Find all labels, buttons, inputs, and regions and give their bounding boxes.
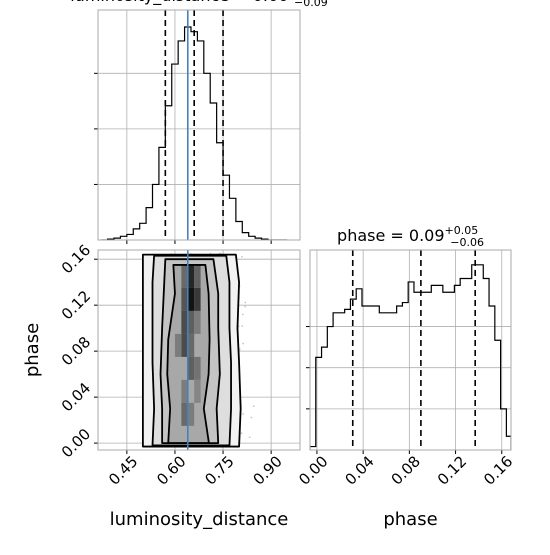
density-cell: [194, 356, 201, 380]
density-cell: [187, 264, 195, 288]
panel-title: phase = 0.09+0.05 −0.06: [337, 224, 484, 249]
histogram-step-line: [101, 26, 288, 240]
panel-title: luminosity_distance = 0.66+0.09−0.09: [70, 0, 328, 9]
density-cell: [194, 264, 201, 288]
sample-point: [250, 416, 253, 419]
panel-frame: [97, 9, 301, 241]
sample-point: [242, 413, 245, 415]
density-cell: [181, 402, 188, 426]
contour-line: [151, 254, 232, 447]
sample-point: [244, 301, 247, 304]
title-minus: −0.09: [294, 0, 328, 9]
density-cell: [187, 287, 195, 311]
sample-point: [248, 436, 251, 439]
sample-point: [244, 305, 247, 308]
title-main: phase = 0.09: [337, 226, 444, 245]
x-axis-label: luminosity_distance: [110, 509, 289, 530]
density-cell: [181, 379, 188, 403]
density-cell: [187, 310, 195, 334]
density-cell: [194, 379, 201, 403]
y-axis-label: phase: [22, 323, 43, 377]
panel-frame: [309, 249, 512, 451]
title-plus: +0.05: [445, 224, 479, 237]
title-main: luminosity_distance = 0.66: [70, 0, 288, 6]
density-cell: [187, 402, 195, 426]
sample-point: [241, 313, 244, 316]
contour-line: [166, 264, 211, 445]
histogram-step-line: [310, 264, 511, 450]
contour-line: [141, 253, 242, 448]
sample-point: [238, 348, 241, 351]
density-cell: [181, 310, 188, 334]
density-cell: [187, 356, 195, 380]
contour-line: [159, 258, 221, 445]
density-cell: [187, 333, 195, 357]
density-cell: [181, 333, 188, 357]
x-axis-label: phase: [383, 509, 437, 530]
density-cell: [194, 287, 201, 311]
density-cell: [181, 264, 188, 288]
sample-point: [242, 342, 245, 345]
density-cell: [174, 333, 182, 357]
density-cell: [194, 310, 201, 334]
sample-point: [241, 325, 244, 328]
density-cell: [181, 287, 188, 311]
panel-frame: [97, 249, 301, 451]
sample-point: [252, 405, 255, 408]
title-minus: −0.06: [450, 236, 484, 249]
sample-point: [241, 255, 243, 258]
histogram-panel-luminosity_distance: luminosity_distance = 0.66+0.09−0.09: [70, 0, 328, 244]
sample-point: [240, 432, 243, 435]
